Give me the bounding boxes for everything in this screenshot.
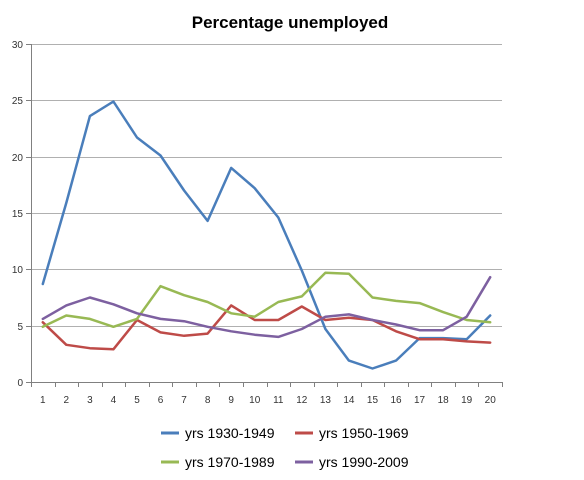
y-tick-label: 0	[17, 378, 23, 389]
x-tick-label: 1	[40, 395, 46, 406]
x-tick-label: 6	[158, 395, 164, 406]
x-tick-label: 10	[249, 395, 261, 406]
x-tick-label: 4	[111, 395, 117, 406]
y-tick-label: 5	[17, 322, 23, 333]
legend-label: yrs 1970-1989	[185, 454, 275, 470]
x-tick-label: 5	[134, 395, 140, 406]
x-tick-label: 12	[296, 395, 308, 406]
x-tick-label: 20	[485, 395, 497, 406]
legend-item: yrs 1970-1989	[161, 454, 275, 470]
x-tick-label: 17	[414, 395, 426, 406]
series-line-4	[41, 275, 492, 339]
x-axis-ticks: 1 2 3 4 5 6 7 8 9 10 11 12 13 14 15 16 17 18 19 20	[40, 395, 496, 406]
series-line-2	[41, 304, 492, 351]
x-tick-label: 14	[343, 395, 355, 406]
x-tick-label: 15	[367, 395, 379, 406]
legend-label: yrs 1950-1969	[319, 425, 409, 441]
y-tick-label: 20	[12, 153, 24, 164]
y-tick-label: 10	[12, 265, 24, 276]
x-tick-label: 13	[320, 395, 332, 406]
x-tick-label: 3	[87, 395, 93, 406]
legend-item: yrs 1950-1969	[295, 425, 409, 441]
legend: yrs 1930-1949 yrs 1950-1969 yrs 1970-1989 y…	[161, 425, 409, 470]
x-tick-label: 18	[438, 395, 450, 406]
series-line-1	[41, 100, 492, 370]
y-tick-label: 15	[12, 209, 24, 220]
chart-title: Percentage unemployed	[192, 13, 389, 32]
x-tick-label: 7	[181, 395, 187, 406]
x-tick-label: 9	[228, 395, 234, 406]
x-tick-label: 16	[390, 395, 402, 406]
legend-label: yrs 1930-1949	[185, 425, 275, 441]
legend-label: yrs 1990-2009	[319, 454, 409, 470]
series-lines	[41, 100, 492, 370]
x-tick-label: 11	[273, 395, 284, 406]
x-tick-label: 8	[205, 395, 211, 406]
y-tick-label: 30	[12, 40, 24, 51]
legend-item: yrs 1990-2009	[295, 454, 409, 470]
y-tick-label: 25	[12, 96, 24, 107]
legend-item: yrs 1930-1949	[161, 425, 275, 441]
y-axis-ticks: 0 5 10 15 20 25 30	[12, 40, 24, 389]
series-line-3	[41, 271, 492, 329]
x-tick-label: 2	[64, 395, 70, 406]
x-tick-label: 19	[461, 395, 473, 406]
